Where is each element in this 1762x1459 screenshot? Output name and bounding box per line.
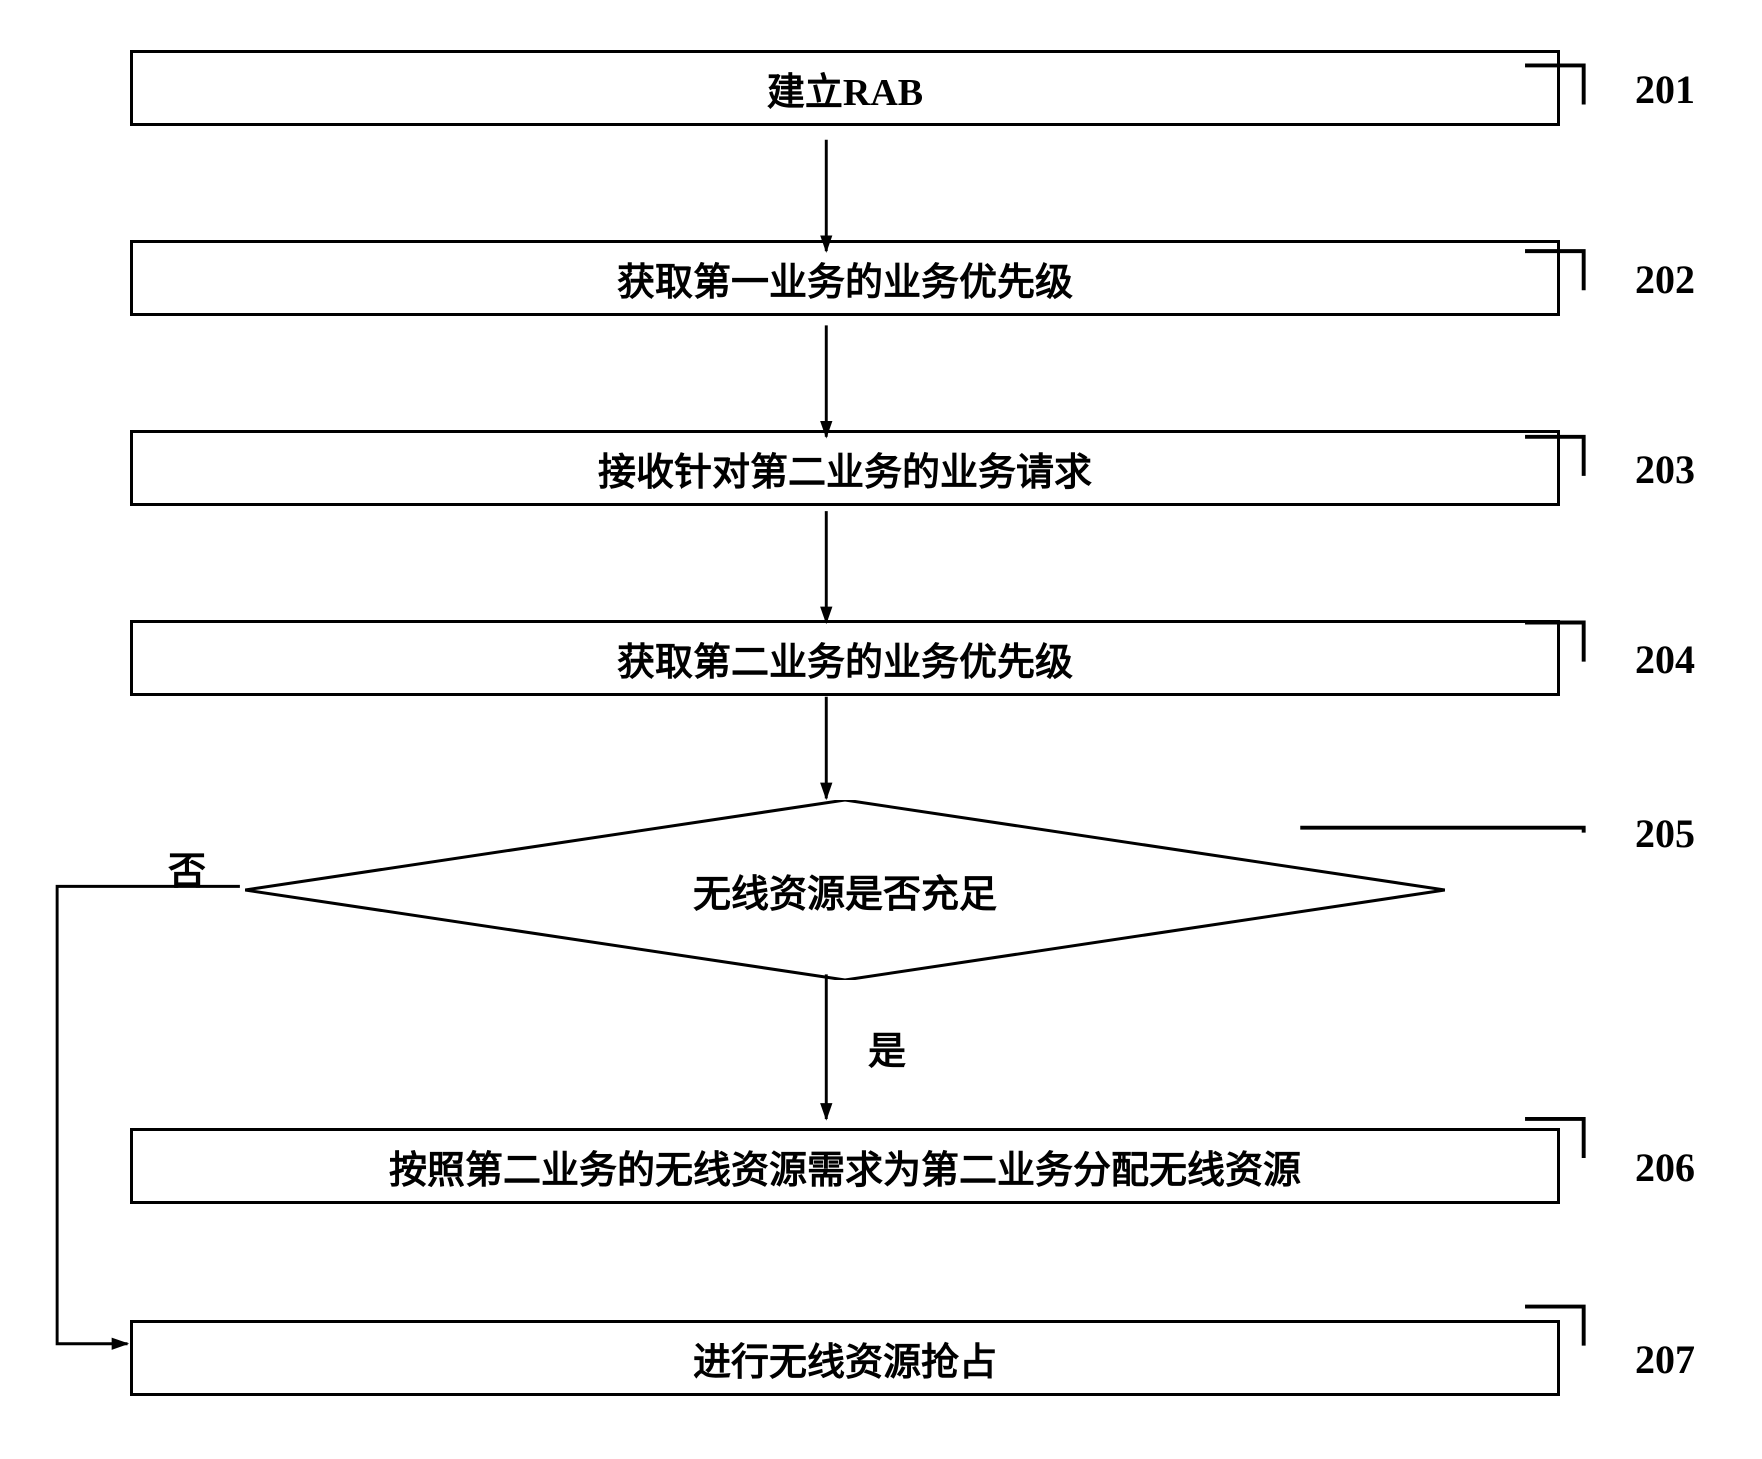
step-label-202: 202 (1635, 256, 1695, 303)
box-text: 获取第一业务的业务优先级 (617, 251, 1073, 306)
process-box-201: 建立RAB (130, 50, 1560, 126)
step-label-207: 207 (1635, 1336, 1695, 1383)
branch-label-yes: 是 (868, 1020, 906, 1075)
box-text: 接收针对第二业务的业务请求 (598, 441, 1092, 496)
box-text: 进行无线资源抢占 (693, 1331, 997, 1386)
process-box-206: 按照第二业务的无线资源需求为第二业务分配无线资源 (130, 1128, 1560, 1204)
branch-label-no: 否 (168, 840, 206, 895)
box-text: 获取第二业务的业务优先级 (617, 631, 1073, 686)
step-label-205: 205 (1635, 810, 1695, 857)
step-label-203: 203 (1635, 446, 1695, 493)
decision-box-205: 无线资源是否充足 (245, 800, 1445, 980)
process-box-204: 获取第二业务的业务优先级 (130, 620, 1560, 696)
process-box-203: 接收针对第二业务的业务请求 (130, 430, 1560, 506)
box-text: 建立RAB (767, 61, 923, 116)
step-label-204: 204 (1635, 636, 1695, 683)
process-box-207: 进行无线资源抢占 (130, 1320, 1560, 1396)
connectors-layer (20, 20, 1742, 1439)
box-text: 按照第二业务的无线资源需求为第二业务分配无线资源 (389, 1139, 1301, 1194)
step-label-201: 201 (1635, 66, 1695, 113)
process-box-202: 获取第一业务的业务优先级 (130, 240, 1560, 316)
decision-text: 无线资源是否充足 (693, 863, 997, 918)
flowchart-canvas: 建立RAB 获取第一业务的业务优先级 接收针对第二业务的业务请求 获取第二业务的… (20, 20, 1742, 1439)
step-label-206: 206 (1635, 1144, 1695, 1191)
